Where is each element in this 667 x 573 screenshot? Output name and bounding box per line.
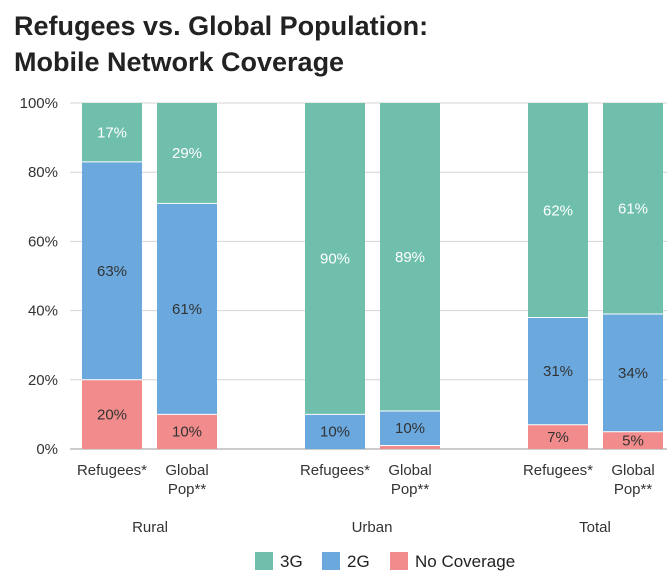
legend-label: 2G	[347, 552, 370, 571]
chart-title-line-2: Mobile Network Coverage	[14, 47, 345, 77]
data-label: 10%	[395, 420, 425, 437]
y-tick-label: 20%	[28, 372, 58, 389]
bar-segment-3g	[603, 103, 663, 315]
x-category-label: Refugees*	[77, 462, 147, 479]
legend-label: 3G	[280, 552, 303, 571]
data-label: 63%	[97, 263, 127, 280]
x-category-label: Pop**	[614, 481, 653, 498]
x-category-label: Global	[388, 462, 431, 479]
x-group-label: Rural	[132, 519, 168, 536]
bar-segment-2g	[380, 410, 440, 446]
data-label: 7%	[547, 429, 569, 446]
x-category-label: Pop**	[391, 481, 430, 498]
data-label: 62%	[543, 202, 573, 219]
bar-segment-2g	[603, 314, 663, 432]
bar-segment-no-coverage	[528, 424, 588, 449]
data-label: 31%	[543, 363, 573, 380]
bar-segment-2g	[528, 317, 588, 425]
data-label: 17%	[97, 124, 127, 141]
bar-segment-no-coverage	[380, 445, 440, 449]
x-group-label: Total	[579, 519, 611, 536]
x-category-label: Global	[165, 462, 208, 479]
data-label: 5%	[622, 432, 644, 449]
y-tick-label: 80%	[28, 164, 58, 181]
y-tick-label: 60%	[28, 233, 58, 250]
bar-segment-2g	[82, 161, 142, 380]
x-group-label: Urban	[352, 519, 393, 536]
bar-segment-3g	[528, 103, 588, 318]
legend-swatch	[255, 552, 273, 570]
legend-label: No Coverage	[415, 552, 515, 571]
bar-segment-3g	[380, 103, 440, 411]
bar-segment-3g	[305, 103, 365, 415]
bar-segment-no-coverage	[82, 379, 142, 449]
y-tick-label: 100%	[20, 95, 58, 112]
y-tick-label: 40%	[28, 303, 58, 320]
data-label: 90%	[320, 251, 350, 268]
bar-segment-no-coverage	[157, 414, 217, 449]
x-category-label: Refugees*	[300, 462, 370, 479]
data-label: 29%	[172, 145, 202, 162]
legend-swatch	[322, 552, 340, 570]
chart-title: Refugees vs. Global Population: Mobile N…	[14, 8, 654, 80]
data-label: 10%	[172, 424, 202, 441]
data-label: 61%	[618, 201, 648, 218]
data-label: 20%	[97, 406, 127, 423]
x-category-label: Global	[611, 462, 654, 479]
bar-segment-2g	[305, 414, 365, 449]
data-label: 61%	[172, 301, 202, 318]
bar-segment-no-coverage	[603, 431, 663, 449]
data-label: 89%	[395, 249, 425, 266]
x-category-label: Refugees*	[523, 462, 593, 479]
bar-segment-3g	[157, 103, 217, 204]
y-tick-label: 0%	[36, 441, 58, 458]
bar-segment-2g	[157, 203, 217, 415]
data-label: 10%	[320, 424, 350, 441]
data-label: 34%	[618, 365, 648, 382]
bar-segment-3g	[82, 103, 142, 162]
x-category-label: Pop**	[168, 481, 207, 498]
legend-swatch	[390, 552, 408, 570]
chart-title-line-1: Refugees vs. Global Population:	[14, 11, 429, 41]
